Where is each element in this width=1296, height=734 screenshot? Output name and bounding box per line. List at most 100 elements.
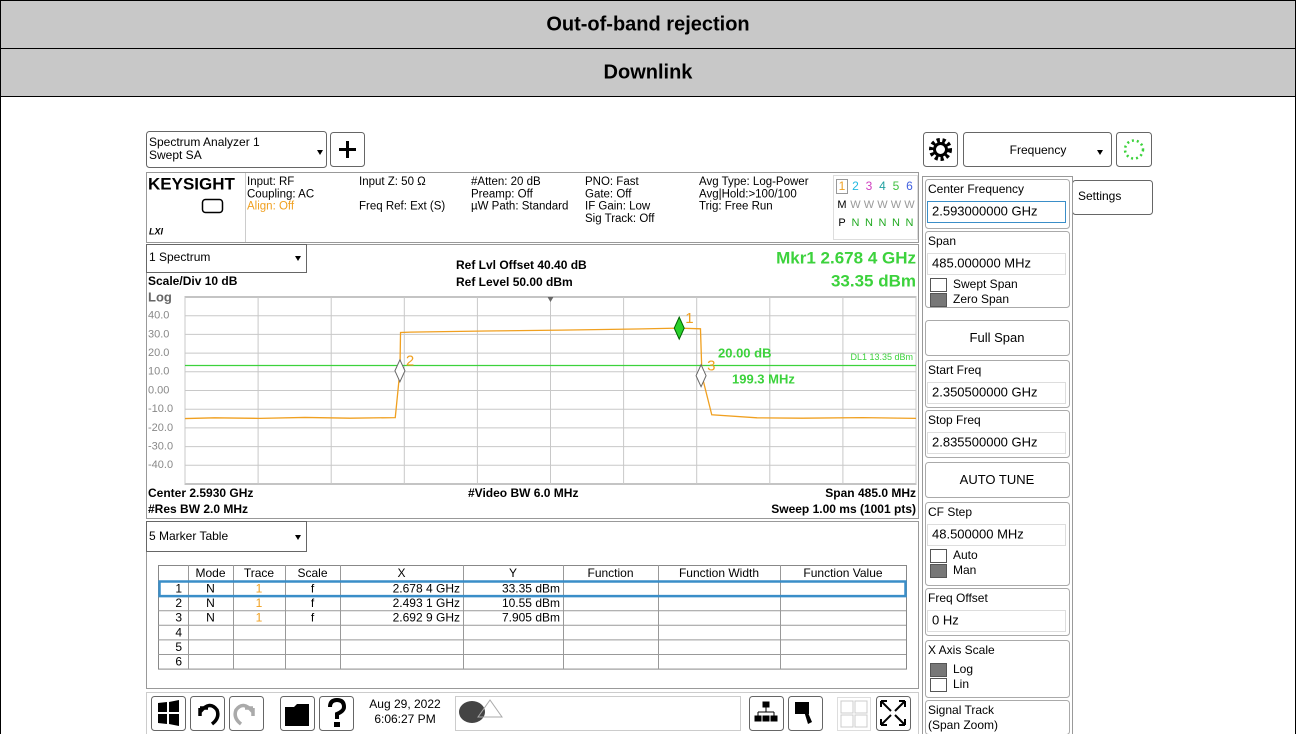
- softkey-note: (Span Zoom): [928, 718, 998, 732]
- trace-indicator: N: [892, 217, 900, 229]
- cell: f: [311, 596, 315, 610]
- y-tick-label: 10.0: [148, 366, 169, 378]
- softkey-label: Start Freq: [928, 363, 981, 377]
- dropdown-arrow: [317, 150, 323, 155]
- folder-icon: [285, 704, 309, 726]
- cell: 6: [175, 654, 182, 668]
- softkey-value: 48.500000 MHz: [932, 526, 1024, 541]
- option-indicator: [930, 549, 947, 563]
- delta-annotation: 20.00 dB: [718, 345, 771, 360]
- ref-level: Ref Level 50.00 dBm: [456, 275, 573, 289]
- touch-icon: [795, 702, 812, 724]
- softkey-value: 2.835500000 GHz: [932, 434, 1038, 449]
- softkey-button: Full Span: [970, 330, 1025, 345]
- value-field: [927, 382, 1066, 404]
- softkey-label: CF Step: [928, 505, 972, 519]
- y-tick-label: -20.0: [148, 422, 173, 434]
- column-header: Mode: [195, 566, 225, 580]
- status-text: #Atten: 20 dB: [471, 176, 541, 188]
- help-icon: [328, 697, 347, 719]
- softkey[interactable]: [925, 640, 1070, 698]
- cell: 33.35 dBm: [502, 581, 560, 595]
- status-text: Input: RF: [247, 176, 294, 188]
- softkey-label: Center Frequency: [928, 182, 1024, 196]
- cell: f: [311, 611, 315, 625]
- window-name: 1 Spectrum: [149, 250, 210, 264]
- y-tick-label: -30.0: [148, 441, 173, 453]
- option-indicator: [930, 564, 947, 578]
- menu: Frequency: [1010, 143, 1067, 157]
- softkey-option: Zero Span: [953, 292, 1009, 306]
- zoom-button: [837, 697, 871, 731]
- cell: 2.493 1 GHz: [393, 596, 460, 610]
- softkey[interactable]: [925, 700, 1070, 734]
- status-text: Freq Ref: Ext (S): [359, 201, 445, 213]
- option-indicator: [930, 293, 947, 307]
- footer: Span 485.0 MHz: [825, 486, 916, 500]
- status-text: Avg Type: Log-Power: [699, 176, 809, 188]
- trace-indicator: N: [879, 217, 887, 229]
- status-text: Input Z: 50 Ω: [359, 176, 426, 188]
- redo-icon: [233, 703, 255, 726]
- y-tick-label: 0.00: [148, 384, 169, 396]
- status-text: PNO: Fast: [585, 176, 639, 188]
- window-dropdown[interactable]: [146, 244, 307, 273]
- cell: N: [206, 611, 215, 625]
- column-header: Scale: [297, 566, 327, 580]
- tab: Settings: [1078, 189, 1121, 203]
- windows-icon: [158, 700, 179, 726]
- column-header: Function Value: [803, 566, 882, 580]
- cell: 1: [256, 611, 263, 625]
- softkey[interactable]: [925, 462, 1070, 498]
- value-field: [927, 432, 1066, 454]
- windows-button[interactable]: [151, 696, 186, 731]
- cell: 7.905 dBm: [502, 611, 560, 625]
- fullscreen-icon: [880, 700, 906, 726]
- settings-button[interactable]: [923, 132, 958, 167]
- softkey[interactable]: [925, 320, 1070, 356]
- softkey-option: Swept Span: [953, 277, 1018, 291]
- cell: 3: [175, 611, 182, 625]
- local-icon: [201, 198, 224, 214]
- gear-icon: [933, 142, 948, 157]
- trace-indicator: 6: [906, 179, 913, 193]
- softkey-label: Freq Offset: [928, 591, 988, 605]
- cell: N: [206, 581, 215, 595]
- layout-button[interactable]: [749, 696, 784, 731]
- marker-label: 3: [707, 358, 715, 375]
- y-tick-label: -40.0: [148, 459, 173, 471]
- cell: 4: [175, 625, 182, 639]
- subtitle: Downlink: [604, 61, 694, 83]
- selected-row: [158, 580, 907, 598]
- mode-dropdown[interactable]: [146, 131, 327, 168]
- window-dropdown[interactable]: [146, 521, 307, 552]
- footer: Center 2.5930 GHz: [148, 486, 253, 500]
- marker: [394, 358, 406, 383]
- marker-label: 2: [406, 353, 414, 370]
- trace-indicator: 3: [866, 179, 873, 193]
- trace: [184, 327, 917, 420]
- marker-value: 33.35 dBm: [831, 271, 916, 290]
- column-header: Y: [509, 566, 517, 580]
- softkey-label: Signal Track: [928, 703, 995, 717]
- trace-indicator: W: [850, 199, 861, 211]
- marker-label: 1: [685, 310, 693, 327]
- trace-select: [836, 179, 848, 194]
- trace-indicator: N: [865, 217, 873, 229]
- option-indicator: [930, 278, 947, 292]
- brand: KEYSIGHT: [148, 174, 236, 193]
- column-header: X: [397, 566, 405, 580]
- cell: 10.55 dBm: [502, 596, 560, 610]
- softkey-label: X Axis Scale: [928, 643, 995, 657]
- menu-dropdown[interactable]: [963, 132, 1112, 167]
- help-icon: [334, 722, 340, 727]
- status-text: µW Path: Standard: [471, 201, 568, 213]
- table-frame: [158, 565, 907, 670]
- subtitle-band: [0, 48, 1296, 97]
- status-text: Preamp: Off: [471, 188, 534, 200]
- status-text: Align: Off: [247, 201, 295, 213]
- undo-icon: [198, 703, 220, 726]
- y-tick-label: 30.0: [148, 328, 169, 340]
- trace-indicator: N: [906, 217, 914, 229]
- option-indicator: [930, 678, 947, 692]
